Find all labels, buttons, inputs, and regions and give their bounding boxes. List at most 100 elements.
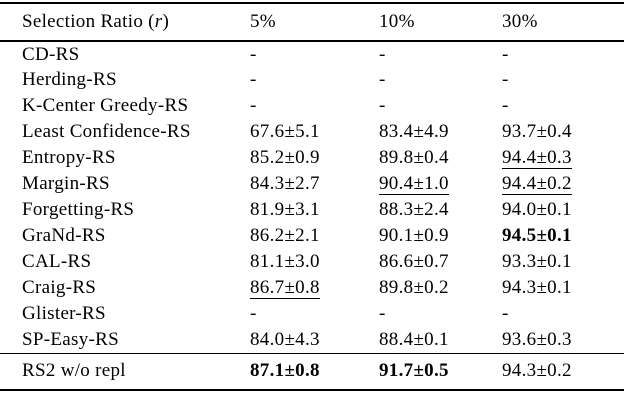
value-text: 93.7±0.4 [502, 121, 572, 142]
value-cell: 94.3±0.1 [502, 275, 624, 301]
value-cell: 89.8±0.4 [379, 145, 502, 171]
value-cell: 91.7±0.5 [379, 353, 502, 390]
value-text: 94.5±0.1 [502, 225, 572, 246]
value-cell: 86.6±0.7 [379, 249, 502, 275]
value-text: 84.0±4.3 [250, 328, 320, 350]
value-text: - [379, 43, 386, 65]
results-table: Selection Ratio (r) 5% 10% 30% CD-RS - - - H… [0, 2, 624, 391]
value-text: 90.4±1.0 [379, 172, 449, 196]
table-row: CD-RS - - - [0, 41, 624, 67]
value-text: 88.3±2.4 [379, 199, 449, 220]
table-row: Herding-RS - - - [0, 67, 624, 93]
table-body: CD-RS - - - Herding-RS - - - K-Center Greedy-RS -… [0, 41, 624, 353]
value-text: 81.1±3.0 [250, 251, 320, 272]
header-col-10pct: 10% [379, 11, 415, 32]
method-name: CD-RS [22, 43, 80, 65]
header-col-5pct: 5% [250, 11, 276, 32]
value-text: - [379, 303, 386, 324]
value-cell: 90.1±0.9 [379, 223, 502, 249]
table-row: RS2 w/o repl 87.1±0.8 91.7±0.5 94.3±0.2 [0, 353, 624, 390]
value-text: 83.4±4.9 [379, 121, 449, 142]
value-text: 94.4±0.3 [502, 146, 572, 170]
method-name: GraNd-RS [22, 225, 106, 246]
method-name: RS2 w/o repl [22, 360, 126, 382]
value-cell: - [250, 93, 379, 119]
value-text: 93.3±0.1 [502, 251, 572, 272]
value-text: 89.8±0.2 [379, 277, 449, 298]
value-cell: 81.9±3.1 [250, 197, 379, 223]
value-text: 81.9±3.1 [250, 199, 320, 220]
table-row: Least Confidence-RS 67.6±5.1 83.4±4.9 93.7±… [0, 119, 624, 145]
value-text: - [502, 43, 509, 65]
method-name: Entropy-RS [22, 147, 116, 168]
value-text: 86.6±0.7 [379, 251, 449, 272]
header-col-30pct: 30% [502, 11, 538, 32]
value-cell: - [502, 41, 624, 67]
value-cell: 94.4±0.3 [502, 145, 624, 171]
table-row: Glister-RS - - - [0, 301, 624, 327]
value-cell: 94.4±0.2 [502, 171, 624, 197]
header-label-pre: Selection Ratio ( [22, 11, 155, 32]
value-cell: 84.0±4.3 [250, 327, 379, 353]
value-cell: 83.4±4.9 [379, 119, 502, 145]
value-cell: 94.0±0.1 [502, 197, 624, 223]
value-text: 93.6±0.3 [502, 328, 572, 350]
table-row: Craig-RS 86.7±0.8 89.8±0.2 94.3±0.1 [0, 275, 624, 301]
value-cell: - [502, 67, 624, 93]
value-text: - [250, 303, 257, 324]
value-text: 87.1±0.8 [250, 360, 320, 382]
value-cell: - [379, 93, 502, 119]
value-text: 91.7±0.5 [379, 360, 449, 382]
value-cell: 88.3±2.4 [379, 197, 502, 223]
value-cell: - [379, 67, 502, 93]
value-cell: 94.3±0.2 [502, 353, 624, 390]
value-text: 84.3±2.7 [250, 173, 320, 194]
value-text: 90.1±0.9 [379, 225, 449, 246]
value-text: 85.2±0.9 [250, 147, 320, 168]
value-cell: 86.7±0.8 [250, 275, 379, 301]
table-row: Entropy-RS 85.2±0.9 89.8±0.4 94.4±0.3 [0, 145, 624, 171]
method-name: Glister-RS [22, 303, 106, 324]
value-text: 94.0±0.1 [502, 199, 572, 220]
value-cell: - [250, 67, 379, 93]
value-cell: 90.4±1.0 [379, 171, 502, 197]
table-row: K-Center Greedy-RS - - - [0, 93, 624, 119]
value-text: 94.3±0.2 [502, 360, 572, 382]
header-selection-ratio: Selection Ratio (r) [0, 3, 250, 41]
value-text: - [502, 95, 509, 116]
value-text: - [379, 95, 386, 116]
value-text: 94.3±0.1 [502, 277, 572, 298]
value-cell: 85.2±0.9 [250, 145, 379, 171]
value-cell: - [250, 301, 379, 327]
header-label-variable: r [154, 11, 163, 32]
table-row: SP-Easy-RS 84.0±4.3 88.4±0.1 93.6±0.3 [0, 327, 624, 353]
value-text: 86.2±2.1 [250, 225, 320, 246]
table-row: Forgetting-RS 81.9±3.1 88.3±2.4 94.0±0.1 [0, 197, 624, 223]
method-name: Least Confidence-RS [22, 121, 191, 142]
header-label-post: ) [162, 11, 170, 32]
value-text: 88.4±0.1 [379, 328, 449, 350]
method-name: Herding-RS [22, 69, 117, 90]
method-name: K-Center Greedy-RS [22, 95, 189, 116]
table-footer: RS2 w/o repl 87.1±0.8 91.7±0.5 94.3±0.2 [0, 353, 624, 390]
value-text: - [379, 69, 386, 90]
header-row: Selection Ratio (r) 5% 10% 30% [0, 3, 624, 41]
value-text: - [502, 69, 509, 90]
value-cell: 93.7±0.4 [502, 119, 624, 145]
value-cell: 89.8±0.2 [379, 275, 502, 301]
value-text: 67.6±5.1 [250, 121, 320, 142]
value-cell: 81.1±3.0 [250, 249, 379, 275]
value-cell: 94.5±0.1 [502, 223, 624, 249]
method-name: Margin-RS [22, 173, 110, 194]
value-cell: 88.4±0.1 [379, 327, 502, 353]
value-cell: - [379, 301, 502, 327]
table-row: Margin-RS 84.3±2.7 90.4±1.0 94.4±0.2 [0, 171, 624, 197]
value-text: - [250, 69, 257, 90]
value-cell: 86.2±2.1 [250, 223, 379, 249]
value-cell: 93.6±0.3 [502, 327, 624, 353]
value-cell: - [502, 93, 624, 119]
method-name: Forgetting-RS [22, 199, 135, 220]
value-text: - [250, 43, 257, 65]
table-header: Selection Ratio (r) 5% 10% 30% [0, 3, 624, 41]
value-cell: - [502, 301, 624, 327]
